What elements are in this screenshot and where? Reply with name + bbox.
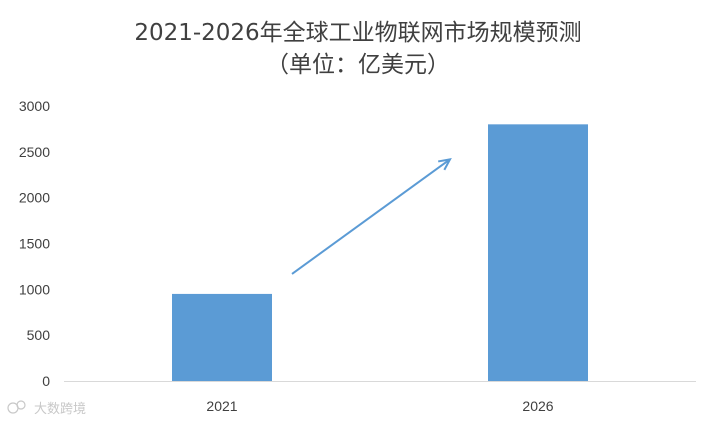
bars <box>172 124 588 381</box>
wechat-logo-icon-part <box>16 400 26 410</box>
y-axis: 0 500 1000 1500 2000 2500 3000 <box>19 98 50 389</box>
bar-2026 <box>488 124 588 381</box>
x-tick-label: 2026 <box>522 398 553 414</box>
watermark: 大数跨境 <box>7 400 86 417</box>
trend-arrow-head <box>438 157 452 171</box>
y-tick-label: 500 <box>27 327 51 343</box>
x-tick-label: 2021 <box>206 398 237 414</box>
y-tick-label: 1500 <box>19 236 50 252</box>
bar-2021 <box>172 293 272 381</box>
x-axis: 2021 2026 <box>206 398 553 414</box>
trend-arrow-icon <box>291 157 452 275</box>
y-tick-label: 1000 <box>19 281 50 297</box>
chart-title: 2021-2026年全球工业物联网市场规模预测 <box>134 20 581 46</box>
y-tick-label: 2000 <box>19 190 50 206</box>
trend-arrow-shaft <box>291 158 451 275</box>
chart-subtitle: （单位：亿美元） <box>266 52 450 78</box>
y-tick-label: 3000 <box>19 98 50 114</box>
watermark-text: 大数跨境 <box>34 402 86 417</box>
y-tick-label: 0 <box>42 373 50 389</box>
y-tick-label: 2500 <box>19 144 50 160</box>
